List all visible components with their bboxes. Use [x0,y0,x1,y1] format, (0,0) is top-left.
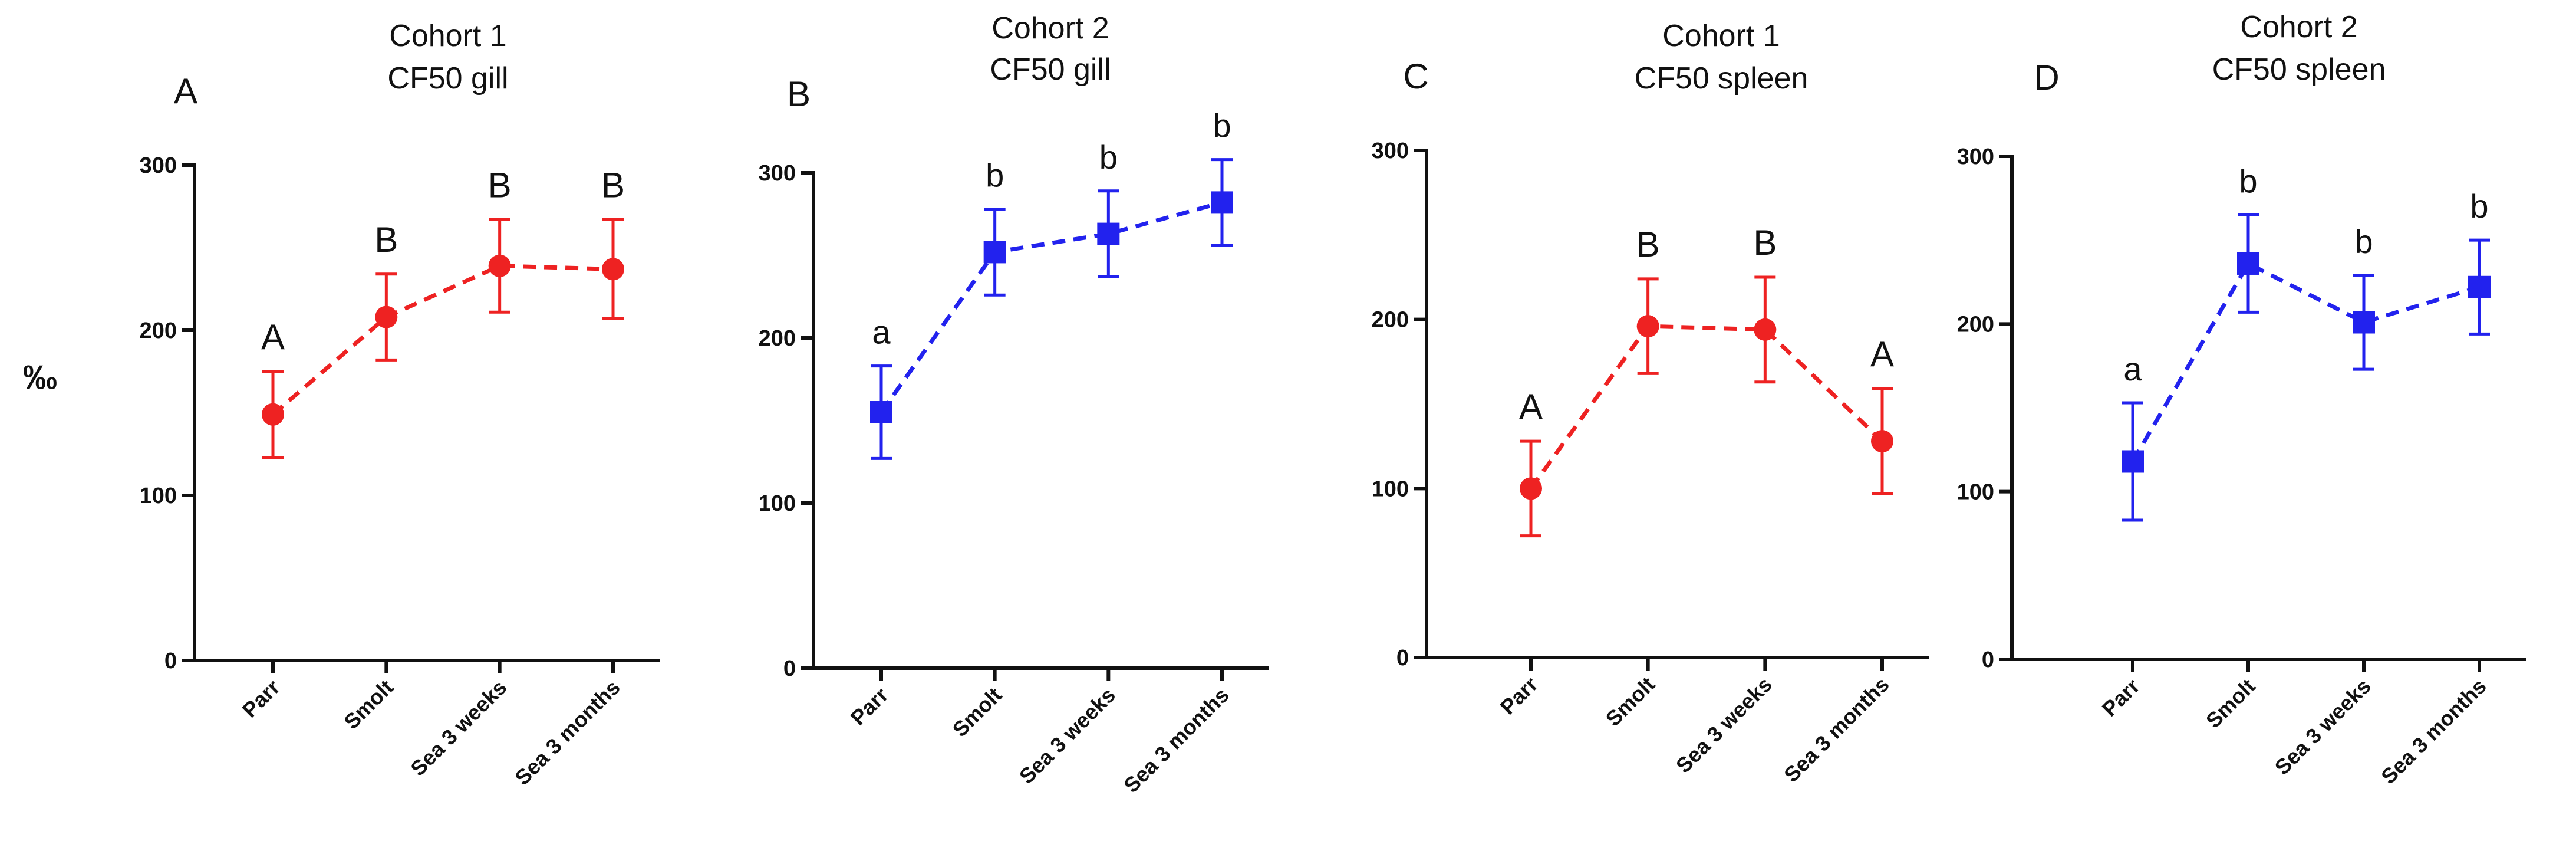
data-point [1211,191,1233,214]
significance-label: B [374,220,398,259]
significance-label: a [2123,350,2142,387]
data-point [1871,430,1893,453]
data-point [2468,275,2491,298]
category-label: Sea 3 weeks [1014,683,1120,788]
panel-title-line2: CF50 spleen [2212,52,2386,87]
category-label: Sea 3 weeks [1671,672,1777,778]
panel-title-line1: Cohort 1 [389,19,506,53]
y-tick-label: 300 [140,153,177,178]
data-point [2353,311,2375,334]
significance-label: b [986,157,1004,194]
panel-title-line2: CF50 spleen [1635,61,1809,96]
significance-label: B [1636,225,1660,264]
y-tick-label: 300 [759,161,796,186]
significance-label: a [872,314,891,351]
y-tick-label: 300 [1372,139,1409,163]
significance-label: A [1519,387,1543,426]
y-tick-label: 0 [164,649,177,673]
panel-title-line1: Cohort 2 [991,11,1109,45]
y-tick-label: 0 [1396,646,1409,671]
y-tick-label: 200 [1957,312,1994,337]
significance-label: b [2239,163,2257,200]
y-tick-label: 300 [1957,144,1994,169]
category-label: Parr [846,683,893,730]
significance-label: B [601,165,625,205]
category-label: Parr [1495,672,1543,719]
data-point [1097,222,1120,245]
panel-title-line2: CF50 gill [387,61,508,96]
significance-label: A [1870,334,1894,374]
data-point [1754,318,1777,341]
panel-title-line1: Cohort 2 [2240,10,2357,44]
category-label: Sea 3 months [1779,672,1894,787]
significance-label: b [1213,107,1231,144]
data-point [2122,450,2144,473]
y-axis-label: ‰ [23,359,57,397]
panel-letter: C [1403,57,1428,96]
y-tick-label: 200 [140,318,177,343]
data-point [870,401,892,423]
y-tick-label: 200 [1372,308,1409,333]
series-line [879,201,1223,414]
significance-label: B [1753,223,1777,262]
data-point [488,254,511,277]
y-tick-label: 0 [1982,648,1994,672]
panel-letter: A [174,71,197,111]
series-line [1529,324,1884,490]
y-tick-label: 0 [783,656,796,681]
panel-letter: D [2034,58,2059,97]
data-point [2237,252,2259,275]
significance-label: b [2354,223,2373,260]
y-tick-label: 100 [759,491,796,516]
data-point [602,258,624,281]
series-line [2130,261,2481,463]
data-point [983,241,1006,264]
category-label: Sea 3 weeks [406,675,511,781]
category-label: Sea 3 months [1119,683,1234,798]
significance-label: b [1099,139,1118,176]
significance-label: B [488,165,512,205]
category-label: Smolt [948,683,1007,742]
panel-title-line2: CF50 gill [990,52,1111,87]
data-point [1520,477,1542,500]
panel-title-line1: Cohort 1 [1662,19,1780,53]
data-point [262,403,284,426]
significance-label: A [261,317,285,357]
category-label: Smolt [339,675,398,734]
category-label: Sea 3 months [510,675,625,790]
significance-label: b [2470,188,2488,225]
category-label: Smolt [1601,672,1660,731]
data-point [375,305,398,328]
category-label: Parr [238,675,285,722]
category-label: Parr [2097,674,2145,721]
panel-letter: B [787,74,811,114]
category-label: Sea 3 months [2376,674,2491,789]
category-label: Smolt [2201,674,2260,733]
y-tick-label: 200 [759,326,796,351]
series-line [271,264,614,416]
y-tick-label: 100 [140,484,177,508]
y-tick-label: 100 [1372,477,1409,501]
data-point [1636,315,1659,338]
category-label: Sea 3 weeks [2270,674,2376,780]
y-tick-label: 100 [1957,480,1994,505]
